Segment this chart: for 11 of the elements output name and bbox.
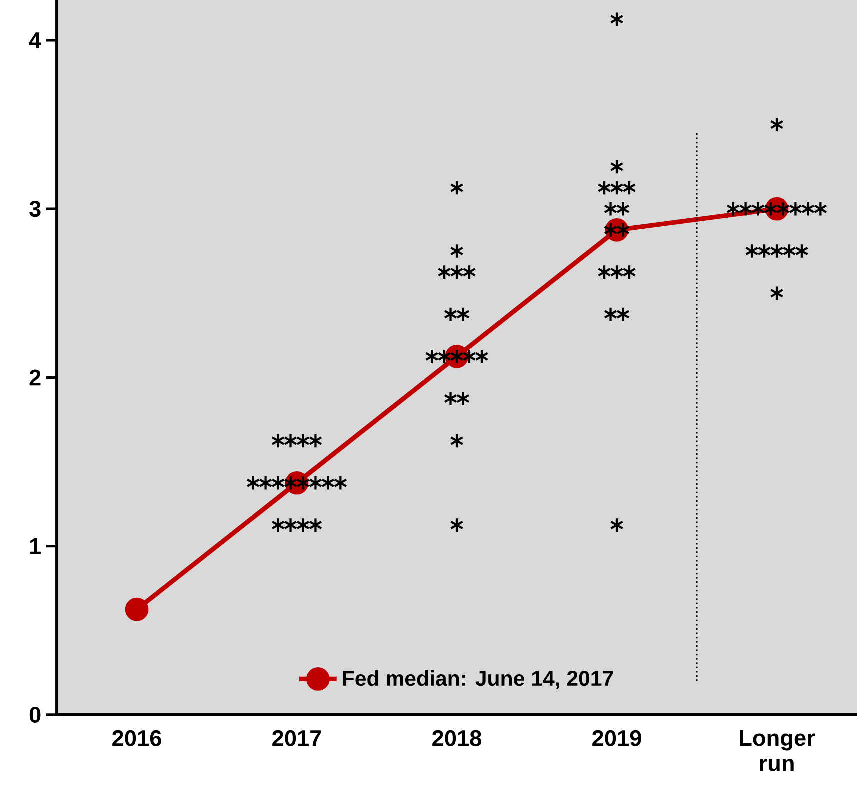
y-tick-label: 4 — [29, 32, 42, 48]
legend-label: Fed median: June 14, 2017 — [343, 670, 614, 690]
x-tick-label: 2018 — [432, 730, 482, 746]
x-tick-label: 2017 — [272, 730, 322, 746]
y-tick-label: 3 — [30, 201, 41, 218]
y-tick-label: 2 — [30, 370, 41, 386]
y-tick-label: 1 — [30, 538, 41, 554]
x-tick-label: 2016 — [112, 730, 162, 746]
x-tick-label: 2019 — [592, 730, 642, 746]
x-tick-label: Longer run — [740, 730, 816, 772]
y-tick-label: 0 — [30, 706, 41, 724]
